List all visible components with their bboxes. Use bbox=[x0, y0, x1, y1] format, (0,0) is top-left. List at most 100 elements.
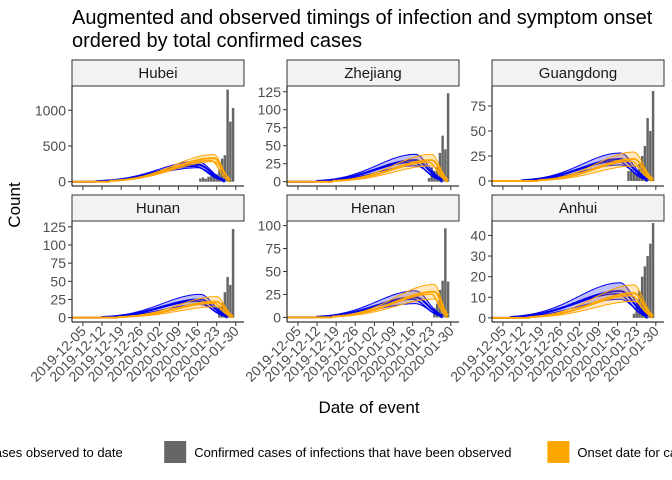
plot-area-guangdong bbox=[492, 91, 655, 182]
y-tick-label-henan-1: 25 bbox=[265, 286, 281, 302]
confirmed-bar-zhejiang-0 bbox=[427, 178, 431, 182]
y-tick-label-hubei-0: 0 bbox=[58, 174, 66, 190]
panel-zhejiang: Zhejiang 0 25 50 75 100 125 bbox=[258, 59, 460, 190]
y-axis-title: Count bbox=[5, 182, 24, 228]
confirmed-bar-hubei-5 bbox=[212, 176, 216, 182]
confirmed-bar-hunan-3 bbox=[226, 276, 229, 318]
facet-panels: Hubei05001000Zhejiang0255075100125Guangd… bbox=[27, 59, 665, 385]
confirmed-bar-zhejiang-3 bbox=[435, 167, 439, 182]
panel-guangdong: Guangdong 0 25 50 75 bbox=[470, 59, 665, 190]
onset-ribbon-anhui bbox=[492, 284, 654, 318]
confirmed-bar-zhejiang-5 bbox=[441, 135, 444, 182]
legend-swatch-1 bbox=[164, 441, 187, 463]
y-tick-label-hunan-0: 0 bbox=[58, 310, 66, 326]
confirmed-bar-hunan-2 bbox=[223, 292, 227, 318]
confirmed-bar-anhui-7 bbox=[651, 223, 655, 318]
plot-area-henan bbox=[287, 228, 450, 319]
plot-area-hunan bbox=[72, 228, 235, 319]
confirmed-bar-guangdong-6 bbox=[643, 146, 647, 181]
y-tick-label-anhui-4: 40 bbox=[470, 227, 486, 243]
plot-area-zhejiang bbox=[287, 93, 450, 183]
confirmed-bar-hubei-2 bbox=[204, 178, 208, 182]
panel-anhui: Anhui0102030402019-12-052019-12-122019-1… bbox=[447, 194, 665, 385]
onset-ribbon-guangdong bbox=[492, 152, 654, 181]
y-tick-label-henan-0: 0 bbox=[273, 309, 281, 325]
y-tick-label-henan-2: 50 bbox=[265, 264, 281, 280]
y-tick-label-hubei-2: 1000 bbox=[35, 102, 66, 118]
onset-ribbon-henan bbox=[287, 284, 449, 318]
x-axis-title: Date of event bbox=[318, 398, 419, 417]
confirmed-bar-guangdong-9 bbox=[651, 91, 655, 181]
confirmed-bar-henan-4 bbox=[444, 228, 447, 318]
confirmed-bar-anhui-0 bbox=[632, 313, 636, 318]
confirmed-bar-guangdong-8 bbox=[649, 131, 652, 181]
confirmed-bar-hubei-3 bbox=[207, 176, 210, 182]
onset-sample-line-anhui bbox=[492, 294, 654, 319]
y-tick-label-zhejiang-3: 75 bbox=[265, 120, 281, 136]
y-tick-label-hunan-4: 100 bbox=[43, 237, 67, 253]
y-tick-label-zhejiang-2: 50 bbox=[265, 138, 281, 154]
y-tick-label-zhejiang-1: 25 bbox=[265, 156, 281, 172]
legend: Infection date for cases observed to dat… bbox=[0, 441, 672, 463]
strip-label-henan: Henan bbox=[351, 200, 395, 217]
y-tick-label-henan-4: 100 bbox=[258, 218, 282, 234]
strip-henan bbox=[286, 194, 460, 222]
strip-zhejiang bbox=[286, 59, 460, 87]
confirmed-bar-hunan-5 bbox=[231, 228, 235, 318]
confirmed-bar-henan-3 bbox=[441, 280, 444, 318]
confirmed-bar-hubei-4 bbox=[210, 176, 213, 182]
y-tick-label-hunan-3: 75 bbox=[50, 255, 66, 271]
plot-area-anhui bbox=[492, 223, 655, 319]
strip-label-zhejiang: Zhejiang bbox=[344, 65, 402, 82]
strip-hunan bbox=[71, 194, 245, 222]
confirmed-bar-henan-2 bbox=[438, 289, 442, 318]
y-tick-label-anhui-1: 10 bbox=[470, 289, 486, 305]
legend-label-2: Onset date for cases observed to date bbox=[577, 445, 672, 460]
onset-sample-line-hubei bbox=[72, 159, 231, 183]
y-tick-label-hubei-1: 500 bbox=[43, 138, 67, 154]
panel-henan: Henan02550751002019-12-052019-12-122019-… bbox=[242, 194, 460, 385]
y-tick-label-henan-3: 75 bbox=[265, 241, 281, 257]
strip-anhui bbox=[491, 194, 665, 222]
y-tick-label-hunan-2: 50 bbox=[50, 273, 66, 289]
onset-sample-line-guangdong bbox=[492, 160, 654, 182]
strip-label-hubei: Hubei bbox=[138, 65, 177, 82]
strip-label-anhui: Anhui bbox=[559, 200, 597, 217]
confirmed-bar-hubei-1 bbox=[201, 177, 205, 182]
confirmed-bar-hubei-7 bbox=[218, 168, 221, 182]
strip-label-guangdong: Guangdong bbox=[539, 65, 617, 82]
confirmed-bar-hubei-9 bbox=[223, 155, 227, 182]
strip-hubei bbox=[71, 59, 245, 87]
confirmed-bar-henan-5 bbox=[446, 281, 450, 318]
onset-sample-line-hunan bbox=[72, 302, 234, 319]
confirmed-bar-guangdong-7 bbox=[646, 118, 649, 181]
confirmed-bar-zhejiang-6 bbox=[444, 149, 447, 182]
onset-ribbon-zhejiang bbox=[287, 154, 449, 182]
legend-label-1: Confirmed cases of infections that have … bbox=[194, 445, 511, 460]
onset-sample-line-zhejiang bbox=[287, 161, 449, 183]
confirmed-bar-anhui-6 bbox=[649, 243, 652, 318]
confirmed-bar-guangdong-0 bbox=[627, 171, 630, 181]
y-tick-label-zhejiang-4: 100 bbox=[258, 102, 282, 118]
confirmed-bar-anhui-5 bbox=[646, 256, 649, 318]
y-tick-label-guangdong-1: 25 bbox=[470, 148, 486, 164]
y-tick-label-guangdong-3: 75 bbox=[470, 98, 486, 114]
confirmed-bar-guangdong-2 bbox=[632, 173, 636, 181]
confirmed-bar-guangdong-3 bbox=[635, 174, 638, 181]
confirmed-bar-hubei-12 bbox=[231, 108, 235, 182]
y-tick-label-anhui-2: 20 bbox=[470, 269, 486, 285]
legend-swatch-2 bbox=[547, 441, 570, 463]
onset-sample-line-henan bbox=[287, 293, 449, 319]
y-tick-label-hunan-5: 125 bbox=[43, 219, 67, 235]
y-tick-label-guangdong-2: 50 bbox=[470, 123, 486, 139]
panel-hubei: Hubei 0 500 1000 bbox=[35, 59, 245, 190]
y-tick-label-anhui-3: 30 bbox=[470, 248, 486, 264]
confirmed-bar-zhejiang-1 bbox=[430, 167, 433, 182]
y-tick-label-guangdong-0: 0 bbox=[478, 173, 486, 189]
y-tick-label-zhejiang-5: 125 bbox=[258, 84, 282, 100]
onset-ribbon-hunan bbox=[72, 296, 234, 318]
plot-area-hubei bbox=[72, 89, 235, 183]
y-tick-label-hunan-1: 25 bbox=[50, 291, 66, 307]
chart-title-line-1: Augmented and observed timings of infect… bbox=[72, 7, 653, 29]
